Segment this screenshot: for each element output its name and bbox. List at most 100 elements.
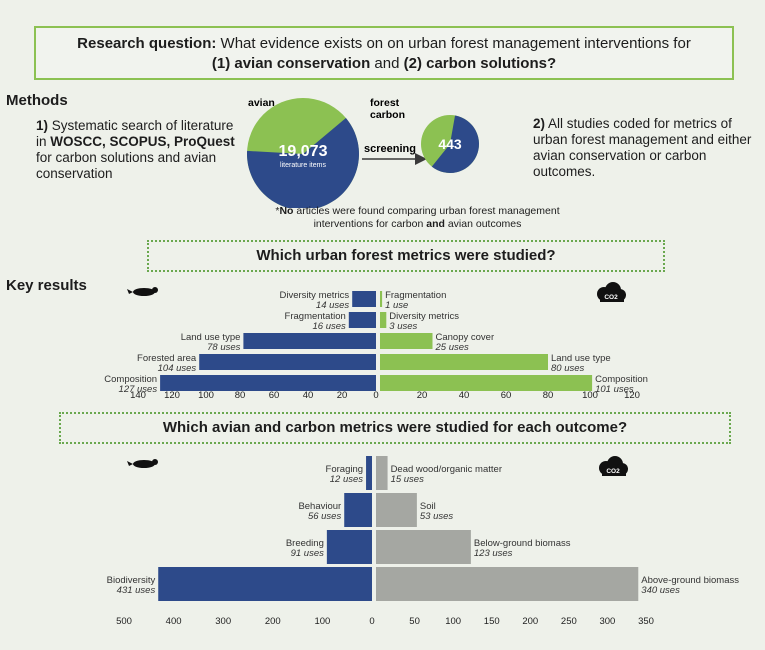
key-results-heading: Key results: [6, 277, 87, 294]
tick-label: 100: [198, 390, 214, 401]
rq-and: and: [370, 55, 404, 72]
bar-avian: [344, 493, 372, 527]
question-forest-metrics: Which urban forest metrics were studied?: [147, 240, 665, 272]
bar-carbon: [376, 456, 388, 490]
tick-label: 0: [369, 616, 374, 627]
bar-label-carbon: Soil: [420, 501, 436, 512]
bar-label-avian: Forested area: [137, 353, 197, 364]
pie-label-carbon: carbon: [370, 109, 405, 121]
bar-avian: [326, 530, 372, 564]
step1-num: 1): [36, 118, 49, 133]
screening-diagram: avian forest carbon 19,073 literature it…: [247, 97, 479, 208]
bar-label-carbon: Composition: [595, 374, 648, 385]
bar-avian: [366, 456, 372, 490]
svg-text:CO2: CO2: [604, 294, 618, 301]
tick-label: 500: [116, 616, 132, 627]
note-star: *: [275, 205, 280, 217]
bar-uses-avian: 104 uses: [158, 363, 197, 374]
bar-avian: [158, 567, 372, 601]
bird-icon: [127, 287, 158, 296]
research-question-text: What evidence exists on on urban forest …: [216, 35, 691, 52]
bar-uses-carbon: 53 uses: [420, 511, 454, 522]
big-pie-count: 19,073: [279, 143, 328, 160]
bar-label-avian: Composition: [104, 374, 157, 385]
tick-label: 60: [501, 390, 512, 401]
bar-uses-avian: 16 uses: [313, 321, 347, 332]
bar-uses-avian: 431 uses: [117, 585, 156, 596]
tick-label: 140: [130, 390, 146, 401]
svg-text:CO2: CO2: [606, 468, 620, 475]
tick-label: 100: [314, 616, 330, 627]
pie-slice-avian: [247, 118, 359, 208]
bar-label-avian: Behaviour: [298, 501, 341, 512]
tick-label: 50: [409, 616, 420, 627]
tick-label: 120: [164, 390, 180, 401]
bar-uses-avian: 78 uses: [207, 342, 241, 353]
bar-avian: [160, 375, 376, 391]
bar-uses-carbon: 101 uses: [595, 384, 634, 395]
bar-uses-avian: 91 uses: [291, 548, 325, 559]
bar-avian: [352, 291, 376, 307]
methods-step-1: 1) Systematic search of literature in WO…: [36, 118, 236, 182]
bar-uses-carbon: 25 uses: [435, 342, 470, 353]
bar-uses-carbon: 1 use: [385, 300, 408, 311]
question-outcome-metrics: Which avian and carbon metrics were stud…: [59, 412, 731, 444]
bar-avian: [348, 312, 376, 328]
tick-label: 100: [445, 616, 461, 627]
bar-uses-carbon: 80 uses: [551, 363, 585, 374]
tick-label: 300: [215, 616, 231, 627]
tick-label: 0: [373, 390, 378, 401]
no-articles-note: *No articles were found comparing urban …: [270, 205, 565, 231]
small-pie: [421, 115, 479, 173]
bar-label-avian: Biodiversity: [107, 575, 156, 586]
tick-label: 80: [543, 390, 554, 401]
bar-label-carbon: Above-ground biomass: [641, 575, 739, 586]
bar-label-carbon: Fragmentation: [385, 290, 446, 301]
tick-label: 300: [599, 616, 615, 627]
tick-label: 80: [235, 390, 246, 401]
tick-label: 20: [337, 390, 348, 401]
tick-label: 120: [624, 390, 640, 401]
bar-avian: [243, 333, 376, 349]
research-question-line1: Research question: What evidence exists …: [36, 34, 732, 54]
bar-uses-carbon: 340 uses: [641, 585, 680, 596]
bar-label-avian: Diversity metrics: [280, 290, 350, 301]
tick-label: 60: [269, 390, 280, 401]
methods-heading: Methods: [6, 92, 68, 109]
bar-label-carbon: Below-ground biomass: [474, 538, 571, 549]
tick-label: 400: [166, 616, 182, 627]
pie-label-avian: avian: [248, 97, 275, 109]
bar-label-carbon: Dead wood/organic matter: [391, 464, 502, 475]
screening-label: screening: [364, 143, 416, 155]
bar-carbon: [376, 567, 639, 601]
methods-step-2: 2) All studies coded for metrics of urba…: [533, 116, 753, 180]
step2-num: 2): [533, 116, 546, 131]
step1-databases: WOSCC, SCOPUS, ProQuest: [50, 134, 235, 149]
tick-label: 200: [522, 616, 538, 627]
bar-uses-carbon: 3 uses: [389, 321, 417, 332]
bar-carbon: [380, 333, 433, 349]
bar-carbon: [376, 530, 471, 564]
bar-carbon: [380, 375, 593, 391]
rq-avian: (1) avian conservation: [211, 55, 371, 72]
bar-label-avian: Fragmentation: [285, 311, 346, 322]
bar-carbon: [380, 354, 548, 370]
bar-uses-avian: 56 uses: [308, 511, 342, 522]
research-question-box: Research question: What evidence exists …: [34, 26, 734, 80]
bar-uses-carbon: 123 uses: [474, 548, 513, 559]
bar-carbon: [380, 291, 383, 307]
bar-avian: [199, 354, 376, 370]
big-pie-count-label: literature items: [280, 162, 326, 169]
tick-label: 20: [417, 390, 428, 401]
note-end: avian outcomes: [444, 218, 522, 230]
bar-uses-avian: 127 uses: [119, 384, 158, 395]
step2-text: All studies coded for metrics of urban f…: [533, 116, 752, 179]
bar-label-carbon: Diversity metrics: [389, 311, 459, 322]
step1-text-b: for carbon solutions and avian conservat…: [36, 150, 217, 181]
rq-carbon: (2) carbon solutions?: [403, 55, 557, 72]
bar-uses-carbon: 15 uses: [391, 474, 425, 485]
tick-label: 250: [561, 616, 577, 627]
bar-label-carbon: Canopy cover: [436, 332, 495, 343]
